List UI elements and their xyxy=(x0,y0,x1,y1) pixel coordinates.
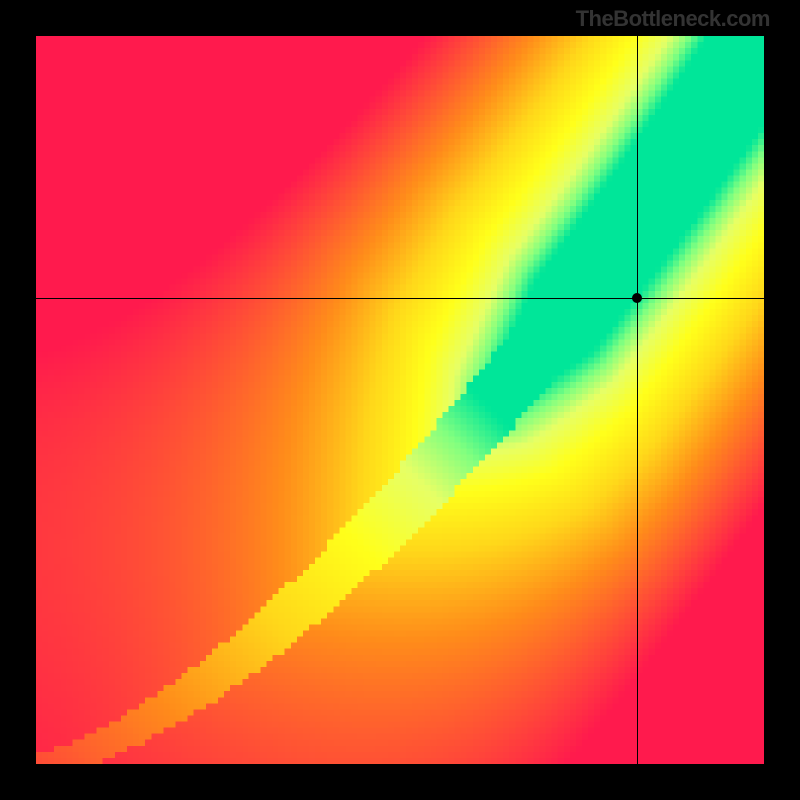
crosshair-vertical-line xyxy=(637,36,638,764)
heatmap-chart xyxy=(36,36,764,764)
crosshair-marker-dot xyxy=(632,293,642,303)
heatmap-canvas xyxy=(36,36,764,764)
crosshair-horizontal-line xyxy=(36,298,764,299)
watermark-text: TheBottleneck.com xyxy=(576,6,770,32)
